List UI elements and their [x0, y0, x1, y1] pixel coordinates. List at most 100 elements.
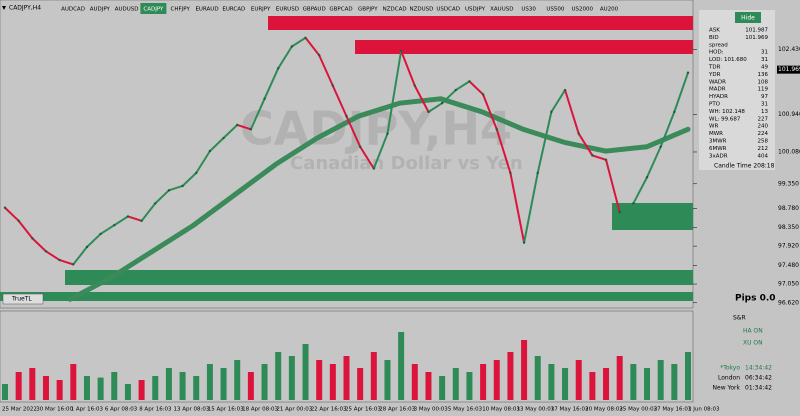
x-tick-label: 25 Mar 2022 [2, 407, 37, 413]
volume-bar [165, 368, 172, 400]
price-segment [72, 246, 88, 266]
symbol-button-label[interactable]: AUDUSD [115, 7, 139, 13]
y-tick-label: 100.080 [778, 148, 800, 155]
info-value: 101.987 [745, 28, 768, 34]
price-segment [441, 89, 457, 104]
price-segment [59, 259, 74, 266]
symbol-button-label[interactable]: AUDCAD [61, 7, 85, 13]
price-point [563, 88, 567, 92]
volume-bar [42, 376, 49, 400]
symbol-button-label[interactable]: GBPJPY [358, 7, 378, 13]
symbol-button-label[interactable]: XAUUSD [490, 7, 513, 13]
symbol-button-label[interactable]: EURCAD [222, 7, 245, 13]
price-segment [45, 250, 61, 261]
symbol-button-label[interactable]: US500 [546, 7, 565, 13]
symbol-button-label[interactable]: CADJPY [143, 7, 164, 13]
symbol-button-label[interactable]: GBPCAD [329, 7, 352, 13]
symbol-button-label[interactable]: EURJPY [251, 7, 271, 13]
price-point [181, 184, 184, 188]
volume-bar [534, 356, 541, 400]
zone [268, 16, 693, 30]
y-tick-label: 97.480 [778, 262, 799, 269]
moving-average [67, 96, 691, 302]
info-value: 227 [758, 116, 769, 122]
hide-button[interactable] [735, 12, 761, 23]
info-value: 404 [758, 153, 769, 159]
price-segment [277, 45, 293, 69]
xu-toggle[interactable]: XU ON [743, 340, 763, 347]
price-point [358, 145, 362, 148]
price-point [550, 110, 553, 114]
price-segment [592, 154, 607, 161]
y-tick-label: 97.920 [778, 243, 799, 250]
price-segment [31, 237, 47, 253]
symbol-button[interactable] [140, 3, 167, 14]
price-segment [209, 137, 225, 152]
volume-bar [124, 384, 131, 400]
symbol-button-label[interactable]: USDCAD [436, 7, 460, 13]
info-key: MWR [709, 131, 723, 137]
x-tick-label: 30 Mar 16:00 [36, 407, 73, 413]
price-point [577, 132, 580, 135]
volume-bar [548, 364, 555, 400]
hide-label[interactable]: Hide [741, 15, 755, 22]
price-segment [236, 124, 252, 131]
price-segment [550, 89, 566, 113]
volume-bar [671, 364, 678, 400]
y-tick-label: 98.780 [778, 205, 799, 212]
x-tick-label: 13 May 00:03 [517, 407, 555, 413]
x-tick-label: 27 May 16:03 [654, 407, 692, 413]
volume-bar [288, 356, 295, 400]
volume-bar [616, 356, 623, 400]
price-point [673, 110, 676, 114]
info-value: 13 [761, 109, 768, 115]
symbol-button-label[interactable]: US2000 [571, 7, 593, 13]
symbol-button-label[interactable]: NZDCAD [383, 7, 407, 13]
x-tick-label: 28 Apr 16:03 [379, 407, 415, 413]
info-key: WH: 102.148 [709, 109, 745, 115]
y-tick-label: 102.430 [778, 46, 800, 53]
info-key: PTO [709, 102, 721, 108]
volume-bar [193, 376, 200, 400]
price-point [113, 223, 116, 227]
symbol-button-label[interactable]: US30 [521, 7, 536, 13]
price-point [154, 202, 157, 205]
volume-bar [302, 344, 309, 400]
volume-bar [411, 364, 418, 400]
price-segment [181, 172, 197, 187]
price-segment [195, 150, 211, 174]
info-key: WADR [709, 79, 726, 85]
price-segment [291, 36, 307, 48]
x-tick-label: 21 Apr 00:03 [276, 407, 312, 413]
price-point [413, 84, 416, 87]
symbol-button-label[interactable]: GBPAUD [303, 7, 326, 13]
symbol-button-label[interactable]: EURUSD [276, 7, 299, 13]
price-point [290, 45, 294, 48]
price-point [208, 149, 212, 153]
price-point [222, 136, 225, 140]
price-point [263, 97, 266, 101]
price-segment [372, 133, 389, 169]
price-segment [127, 215, 142, 222]
volume-bar [384, 360, 391, 400]
info-value: 108 [758, 79, 769, 85]
price-segment [400, 50, 416, 87]
session-name: New York [713, 385, 741, 392]
info-key: WL: 99.687 [709, 116, 741, 122]
volume-bar [466, 372, 473, 400]
price-segment [619, 202, 634, 213]
symbol-button-label[interactable]: NZDUSD [409, 7, 433, 13]
symbol-button-label[interactable]: CHFJPY [171, 7, 191, 13]
price-point [126, 215, 130, 218]
zone [65, 270, 693, 285]
ha-toggle[interactable]: HA ON [743, 328, 763, 335]
volume-bar [685, 352, 691, 400]
price-segment [509, 172, 526, 243]
volume-bar [357, 368, 364, 400]
price-segment [482, 94, 498, 130]
symbol-button-label[interactable]: EURAUD [195, 7, 218, 13]
volume-bar [247, 372, 254, 400]
symbol-button-label[interactable]: AU200 [600, 7, 619, 13]
symbol-button-label[interactable]: USDJPY [465, 7, 486, 13]
symbol-button-label[interactable]: AUDJPY [90, 7, 111, 13]
